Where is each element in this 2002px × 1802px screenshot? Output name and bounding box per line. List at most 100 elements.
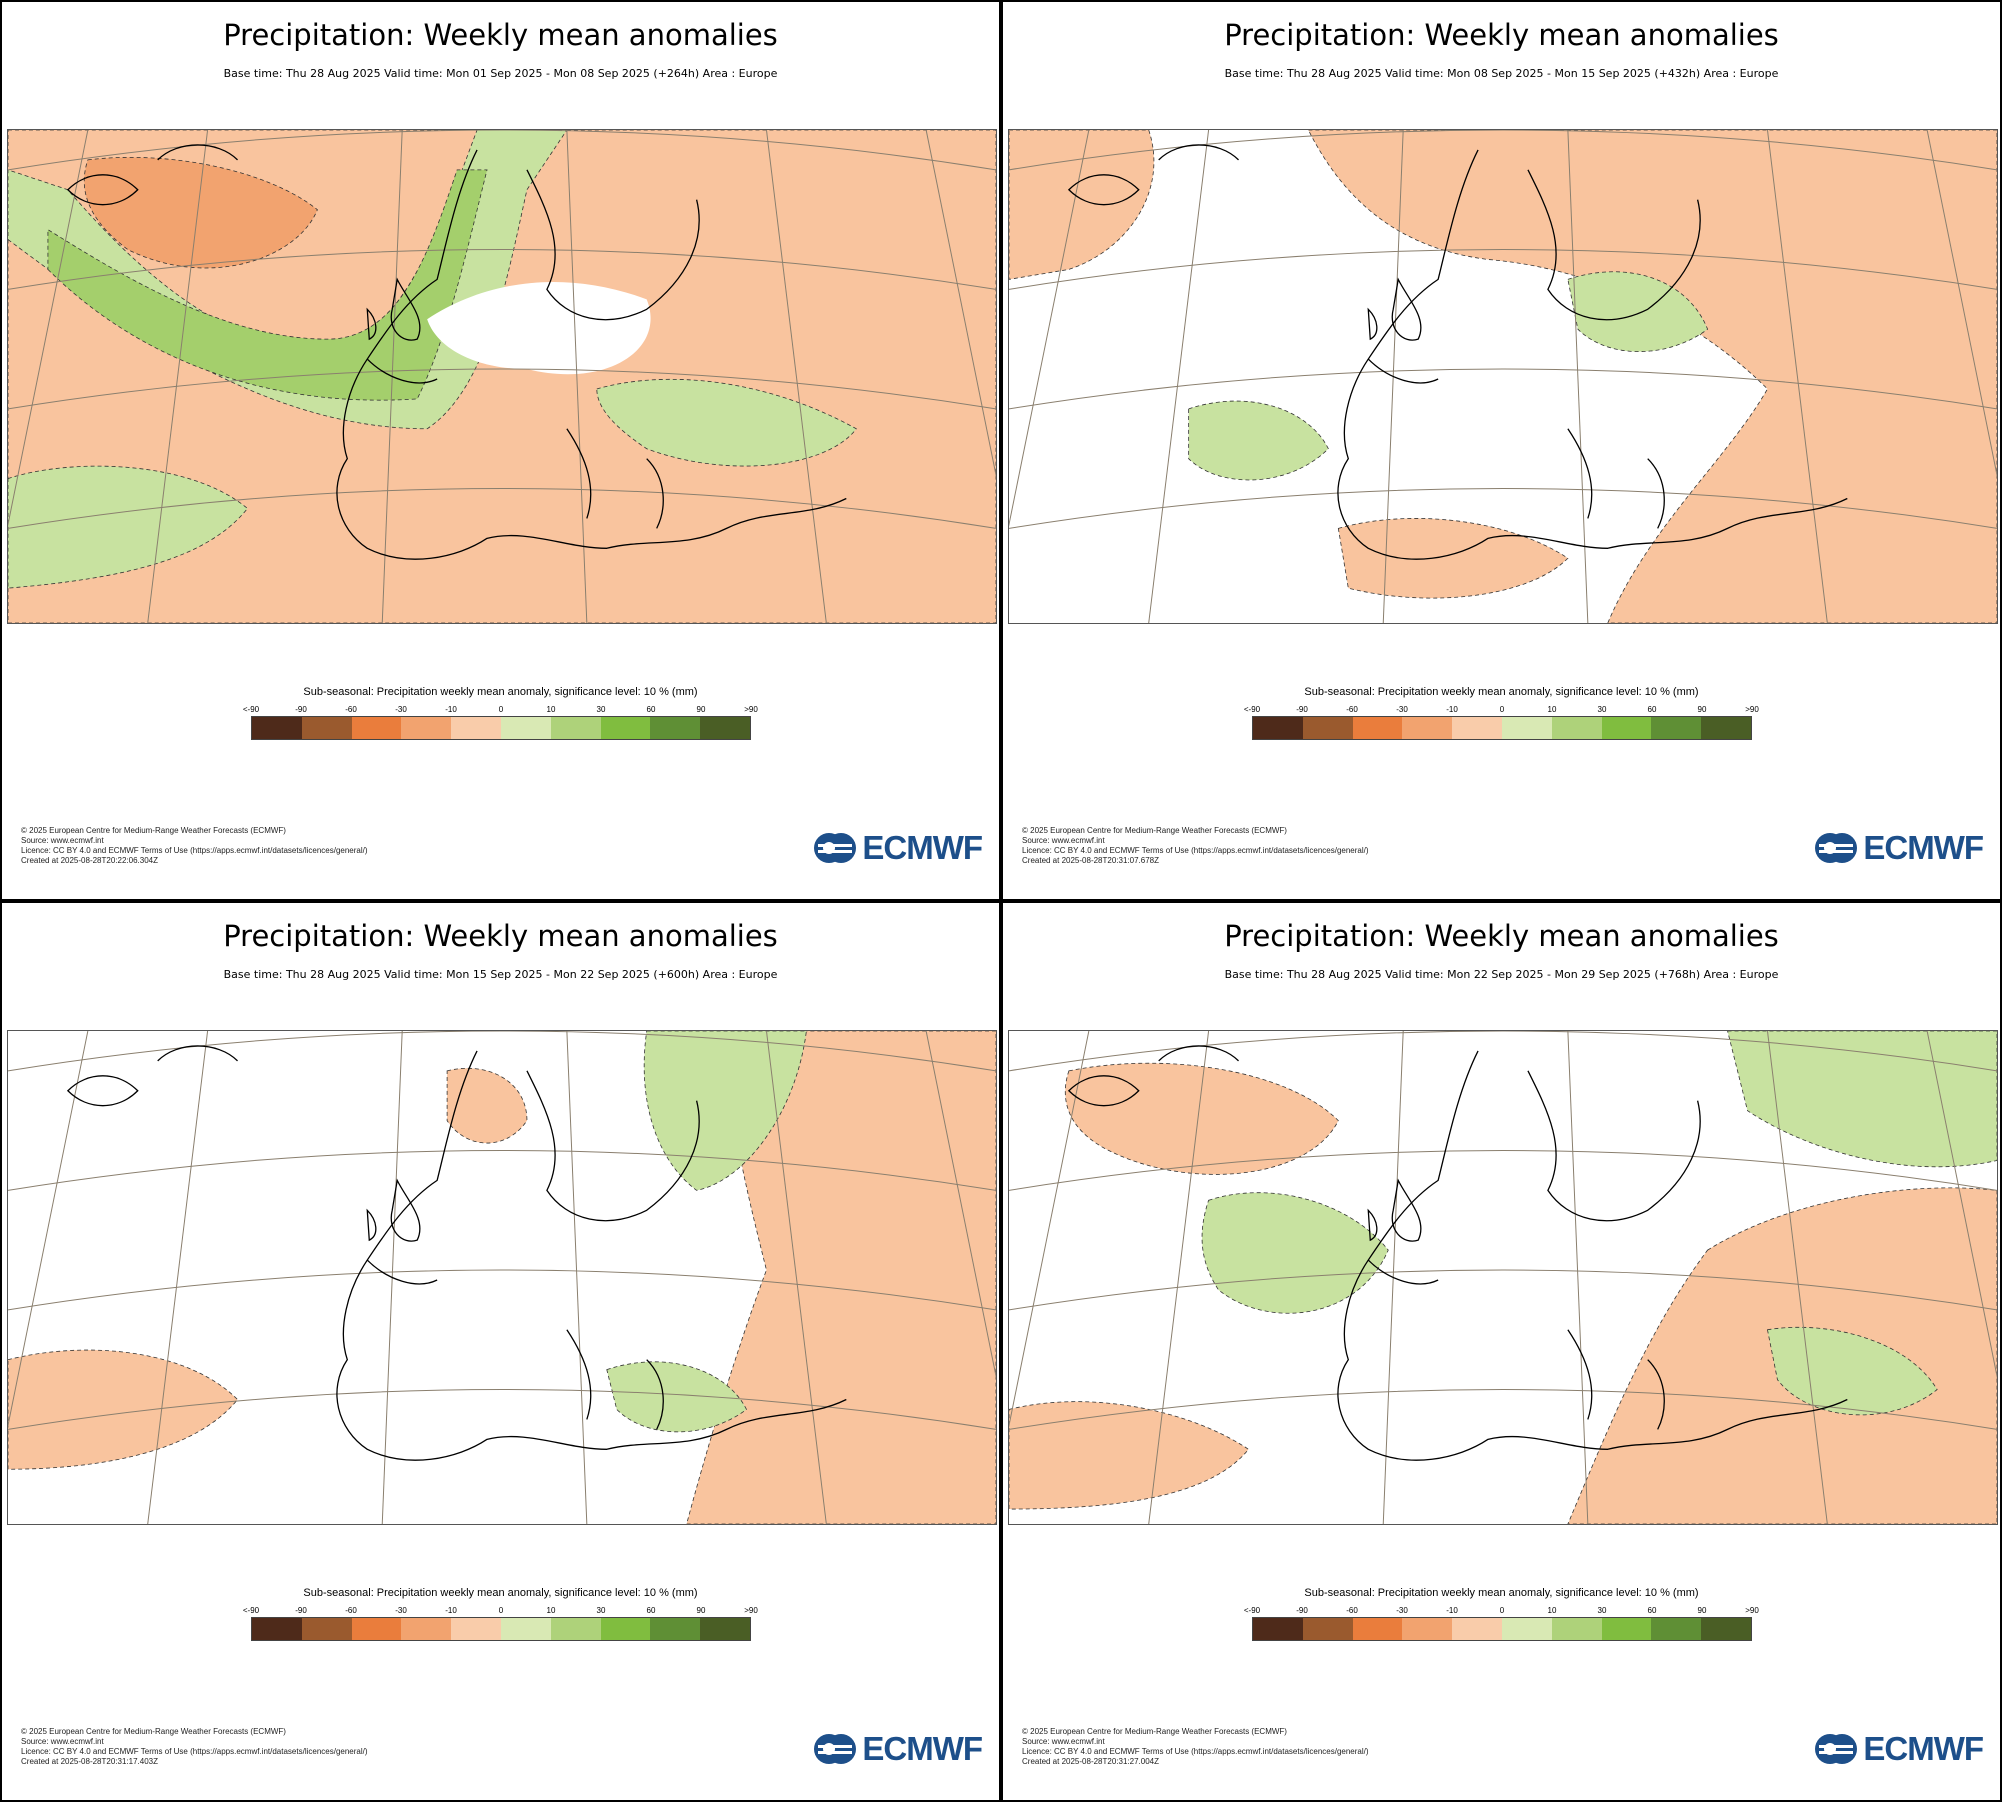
colorbar-tick-label: -10 — [445, 1606, 457, 1615]
colorbar-swatch — [1452, 1618, 1502, 1640]
british-isles — [366, 1178, 421, 1242]
colorbar-tick-label: 90 — [1697, 1606, 1707, 1615]
anomaly-region — [1009, 130, 1155, 280]
colorbar-swatch — [1352, 1618, 1403, 1640]
anomaly-region — [1201, 1192, 1389, 1314]
colorbar-swatch — [451, 1618, 501, 1640]
colorbar-tick-label: 0 — [498, 1606, 504, 1615]
latitude-line — [1009, 488, 1997, 529]
colorbar-tick-label: 10 — [546, 1606, 556, 1615]
panel-subtitle: Base time: Thu 28 Aug 2025 Valid time: M… — [1224, 968, 1779, 981]
anomaly-map-svg — [1009, 130, 1997, 623]
anomaly-region — [83, 156, 318, 269]
latitude-line — [8, 488, 996, 529]
iceland-greenland — [66, 144, 238, 206]
colorbar-swatch — [500, 717, 551, 739]
colorbar-swatch — [650, 1618, 701, 1640]
longitude-line — [566, 1031, 588, 1524]
colorbar-swatch — [1601, 1618, 1652, 1640]
longitude-line — [1567, 130, 1589, 623]
latitude-line — [1009, 368, 1997, 410]
footer-line: Source: www.ecmwf.int — [21, 1737, 104, 1746]
colorbar-tick-label: -30 — [395, 705, 407, 714]
colorbar-tick-label: 30 — [596, 705, 606, 714]
colorbar — [251, 1617, 751, 1641]
colorbar-swatch — [401, 717, 452, 739]
longitude-line — [566, 130, 588, 623]
colorbar-title: Sub-seasonal: Precipitation weekly mean … — [303, 686, 698, 698]
longitude-line — [1148, 1031, 1210, 1524]
latitude-line — [8, 1031, 996, 1072]
colorbar-tick-label: >90 — [744, 1606, 758, 1615]
colorbar-swatch — [301, 717, 352, 739]
colorbar-swatch — [700, 717, 750, 739]
colorbar — [251, 716, 751, 740]
colorbar-swatch — [351, 1618, 402, 1640]
latitude-line — [1009, 130, 1997, 171]
colorbar-tick-label: 60 — [1647, 1606, 1657, 1615]
anomaly-map[interactable] — [7, 1030, 997, 1525]
longitude-line — [765, 1031, 827, 1524]
colorbar-swatch — [600, 717, 651, 739]
anomaly-region — [47, 169, 488, 401]
footer-credits: © 2025 European Centre for Medium-Range … — [1022, 1727, 1369, 1767]
footer-line: Created at 2025-08-28T20:31:17.403Z — [21, 1757, 158, 1766]
colorbar-swatch — [1253, 717, 1303, 739]
footer-line: © 2025 European Centre for Medium-Range … — [21, 826, 286, 835]
colorbar-swatch — [1302, 1618, 1353, 1640]
colorbar-tick-label: -90 — [1296, 1606, 1308, 1615]
colorbar-swatch — [301, 1618, 352, 1640]
colorbar-swatch — [550, 717, 601, 739]
longitude-line — [8, 130, 89, 527]
ecmwf-logo: ECMWF — [1813, 1730, 1984, 1767]
longitude-line — [1148, 130, 1210, 623]
colorbar — [1252, 716, 1752, 740]
iceland-greenland — [66, 1045, 238, 1107]
coastline — [1337, 1050, 1848, 1461]
footer-line: Created at 2025-08-28T20:31:27.004Z — [1022, 1757, 1159, 1766]
anomaly-map[interactable] — [1008, 129, 1998, 624]
footer-line: © 2025 European Centre for Medium-Range … — [21, 1727, 286, 1736]
panel-title: Precipitation: Weekly mean anomalies — [1224, 18, 1779, 52]
iceland-greenland — [1067, 1045, 1239, 1107]
logo-text: ECMWF — [862, 829, 983, 866]
map-panel-2: Precipitation: Weekly mean anomalies Bas… — [1001, 0, 2002, 901]
colorbar-swatch — [1501, 717, 1552, 739]
anomaly-map[interactable] — [7, 129, 997, 624]
anomaly-region — [446, 1067, 528, 1144]
colorbar-swatch — [1651, 1618, 1702, 1640]
colorbar-swatch — [1651, 717, 1702, 739]
coastline — [1337, 149, 1848, 560]
british-isles — [366, 277, 421, 341]
colorbar-tick-label: 30 — [1597, 1606, 1607, 1615]
coastline — [336, 1050, 847, 1461]
footer-line: Created at 2025-08-28T20:22:06.304Z — [21, 856, 158, 865]
colorbar-tick-label: 0 — [1499, 705, 1505, 714]
colorbar-swatch — [1253, 1618, 1303, 1640]
latitude-line — [8, 1150, 996, 1191]
colorbar-tick-label: >90 — [1745, 705, 1759, 714]
footer-line: Source: www.ecmwf.int — [21, 836, 104, 845]
longitude-line — [765, 130, 827, 623]
latitude-line — [1009, 1389, 1997, 1430]
latitude-line — [8, 249, 996, 290]
latitude-line — [1009, 1031, 1997, 1072]
latitude-line — [8, 1269, 996, 1311]
colorbar-tick-label: -90 — [1296, 705, 1308, 714]
latitude-line — [8, 368, 996, 410]
footer-line: © 2025 European Centre for Medium-Range … — [1022, 1727, 1287, 1736]
colorbar-swatch — [1402, 1618, 1453, 1640]
longitude-line — [1009, 130, 1090, 527]
anomaly-region — [1064, 1062, 1339, 1175]
longitude-line — [1766, 1031, 1828, 1524]
colorbar-swatch — [351, 717, 402, 739]
colorbar-tick-label: 30 — [1597, 705, 1607, 714]
ecmwf-logo-icon — [1815, 833, 1858, 863]
colorbar-swatch — [252, 1618, 302, 1640]
colorbar-swatch — [600, 1618, 651, 1640]
anomaly-region — [1337, 518, 1569, 599]
british-isles — [1367, 277, 1422, 341]
colorbar-tick-label: -30 — [395, 1606, 407, 1615]
anomaly-map[interactable] — [1008, 1030, 1998, 1525]
colorbar-ticks: <-90 -90 -60 -30 -10 0 10 30 60 90 >90 — [1244, 705, 1759, 717]
